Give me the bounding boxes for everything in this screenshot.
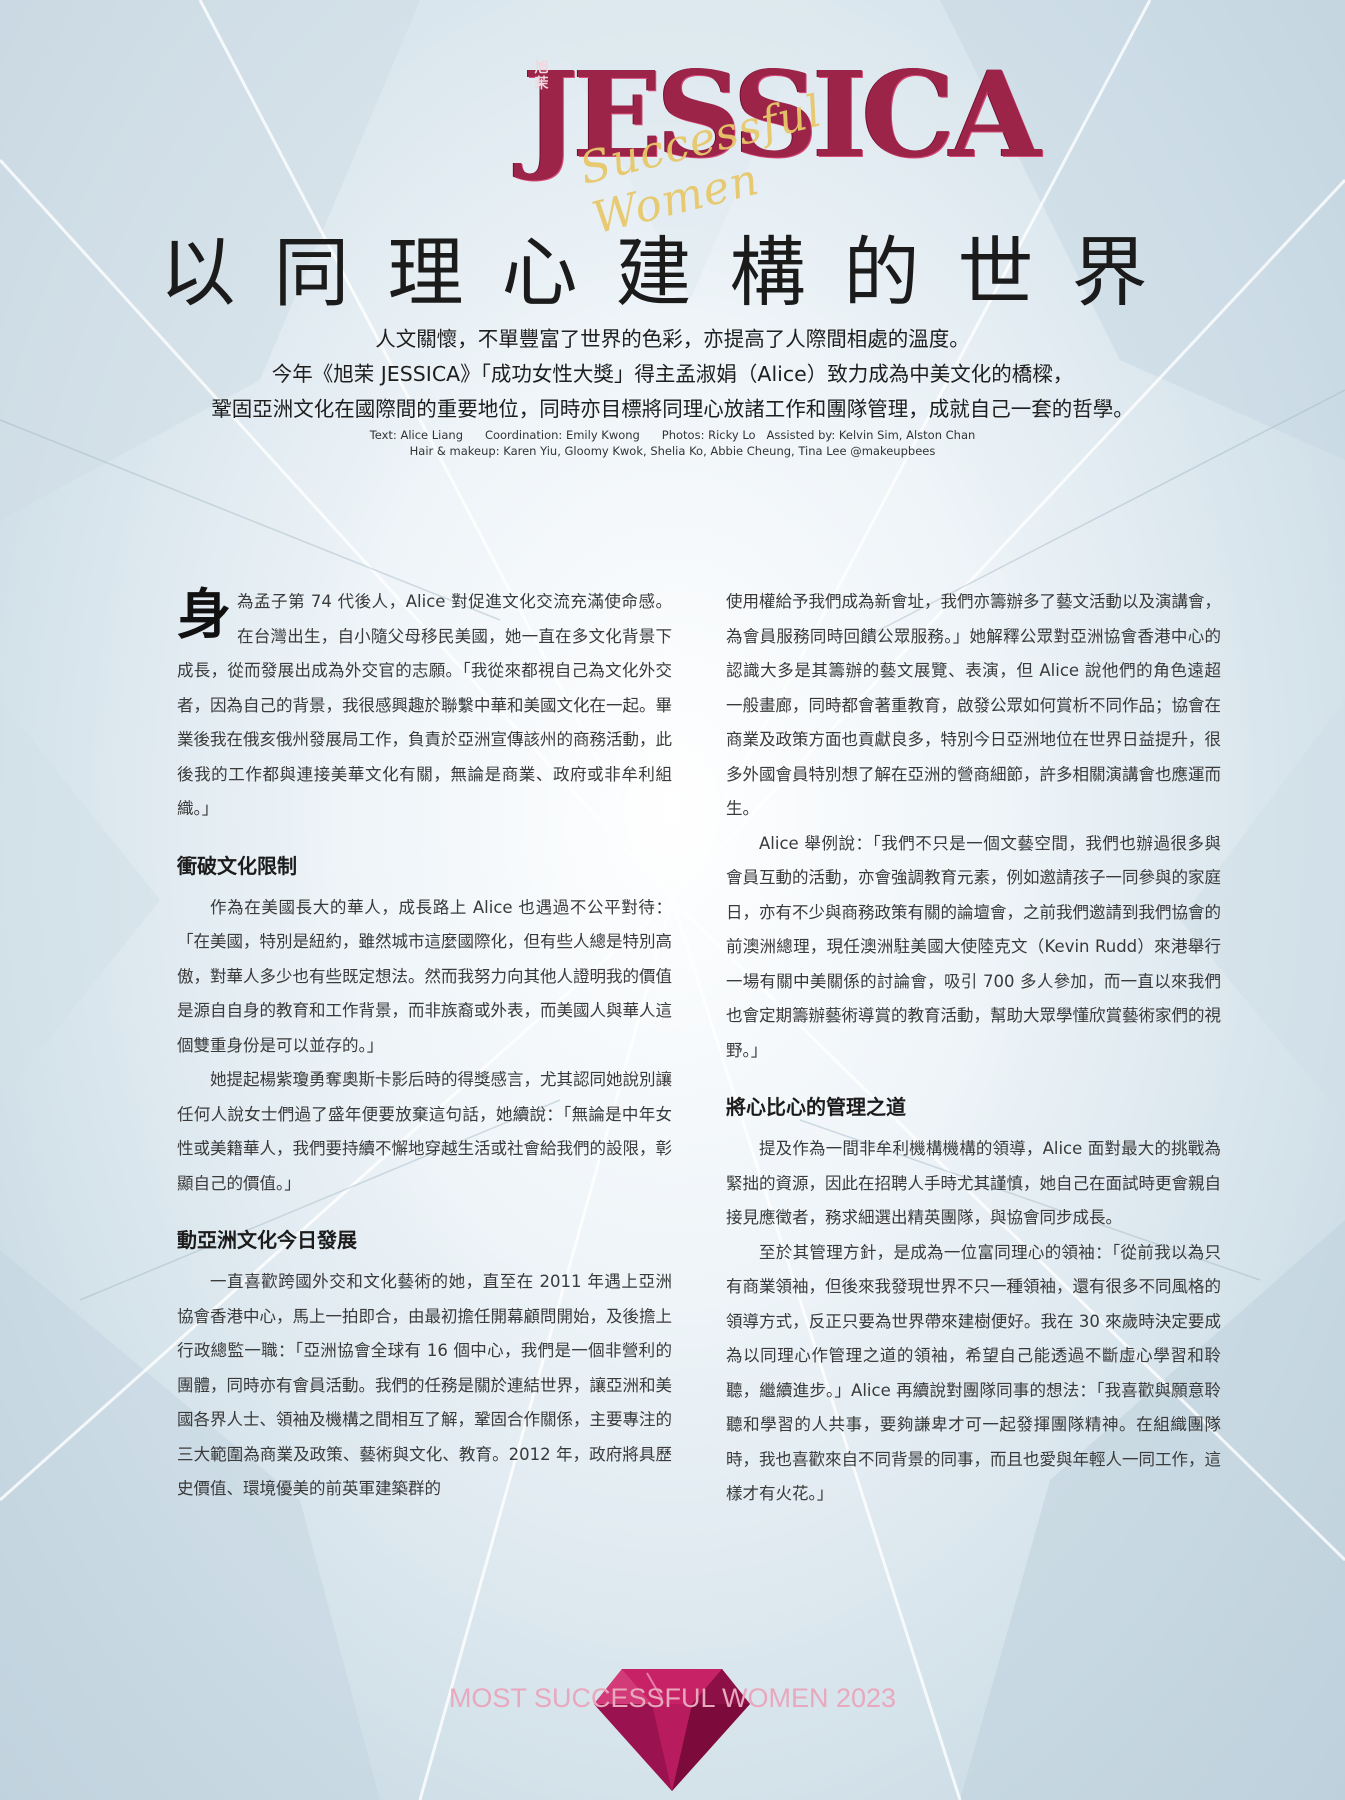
logo-wordmark: JESSICA xyxy=(522,45,1041,184)
deck-line: 今年《旭茉 JESSICA》「成功女性大獎」得主孟淑娟（Alice）致力成為中美… xyxy=(271,362,1074,386)
credits-line: Text: Alice Liang Coordination: Emily Kw… xyxy=(369,428,976,442)
article-column-left: 身為孟子第 74 代後人，Alice 對促進文化交流充滿使命感。在台灣出生，自小… xyxy=(177,585,672,1507)
drop-cap: 身 xyxy=(177,582,231,646)
paragraph: 作為在美國長大的華人，成長路上 Alice 也遇過不公平對待：「在美國，特別是紐… xyxy=(177,897,672,1055)
article-column-right: 使用權給予我們成為新會址，我們亦籌辦多了藝文活動以及演講會，為會員服務同時回饋公… xyxy=(726,585,1221,1512)
article-headline: 以同理心建構的世界 xyxy=(159,228,1186,317)
paragraph: 她提起楊紫瓊勇奪奧斯卡影后時的得獎感言，尤其認同她說別讓任何人說女士們過了盛年便… xyxy=(177,1070,672,1193)
intro-paragraph: 身為孟子第 74 代後人，Alice 對促進文化交流充滿使命感。在台灣出生，自小… xyxy=(177,582,672,818)
deck-line: 鞏固亞洲文化在國際間的重要地位，同時亦目標將同理心放諸工作和團隊管理，成就自己一… xyxy=(211,397,1134,421)
paragraph: 至於其管理方針，是成為一位富同理心的領袖：「從前我以為只有商業領袖，但後來我發現… xyxy=(726,1242,1221,1504)
paragraph: 一直喜歡跨國外交和文化藝術的她，直至在 2011 年遇上亞洲協會香港中心，馬上一… xyxy=(177,1272,672,1498)
section-heading: 動亞洲文化今日發展 xyxy=(177,1228,357,1252)
footer-title: MOST SUCCESSFUL WOMEN 2023 xyxy=(448,1683,897,1713)
section-heading: 衝破文化限制 xyxy=(177,853,297,878)
section-heading: 將心比心的管理之道 xyxy=(726,1095,906,1119)
jessica-logo: JESSICA 旭茉 Successful Women xyxy=(483,40,1041,244)
article-deck: 人文關懷，不單豐富了世界的色彩，亦提高了人際間相處的溫度。 今年《旭茉 JESS… xyxy=(150,322,1195,427)
paragraph: 提及作為一間非牟利機構機構的領導，Alice 面對最大的挑戰為緊拙的資源，因此在… xyxy=(726,1139,1221,1227)
credits: Text: Alice Liang Coordination: Emily Kw… xyxy=(250,427,1095,459)
paragraph: 使用權給予我們成為新會址，我們亦籌辦多了藝文活動以及演講會，為會員服務同時回饋公… xyxy=(726,592,1221,818)
credits-line: Hair & makeup: Karen Yiu, Gloomy Kwok, S… xyxy=(409,444,936,458)
deck-line: 人文關懷，不單豐富了世界的色彩，亦提高了人際間相處的溫度。 xyxy=(375,327,970,351)
footer: MOST SUCCESSFUL WOMEN 2023 xyxy=(0,1655,1345,1800)
paragraph: Alice 舉例說：「我們不只是一個文藝空間，我們也辦過很多與會員互動的活動，亦… xyxy=(726,833,1221,1060)
gem-icon xyxy=(594,1669,750,1791)
masthead: JESSICA 旭茉 Successful Women xyxy=(0,40,1345,244)
logo-chinese: 旭茉 xyxy=(534,60,549,92)
